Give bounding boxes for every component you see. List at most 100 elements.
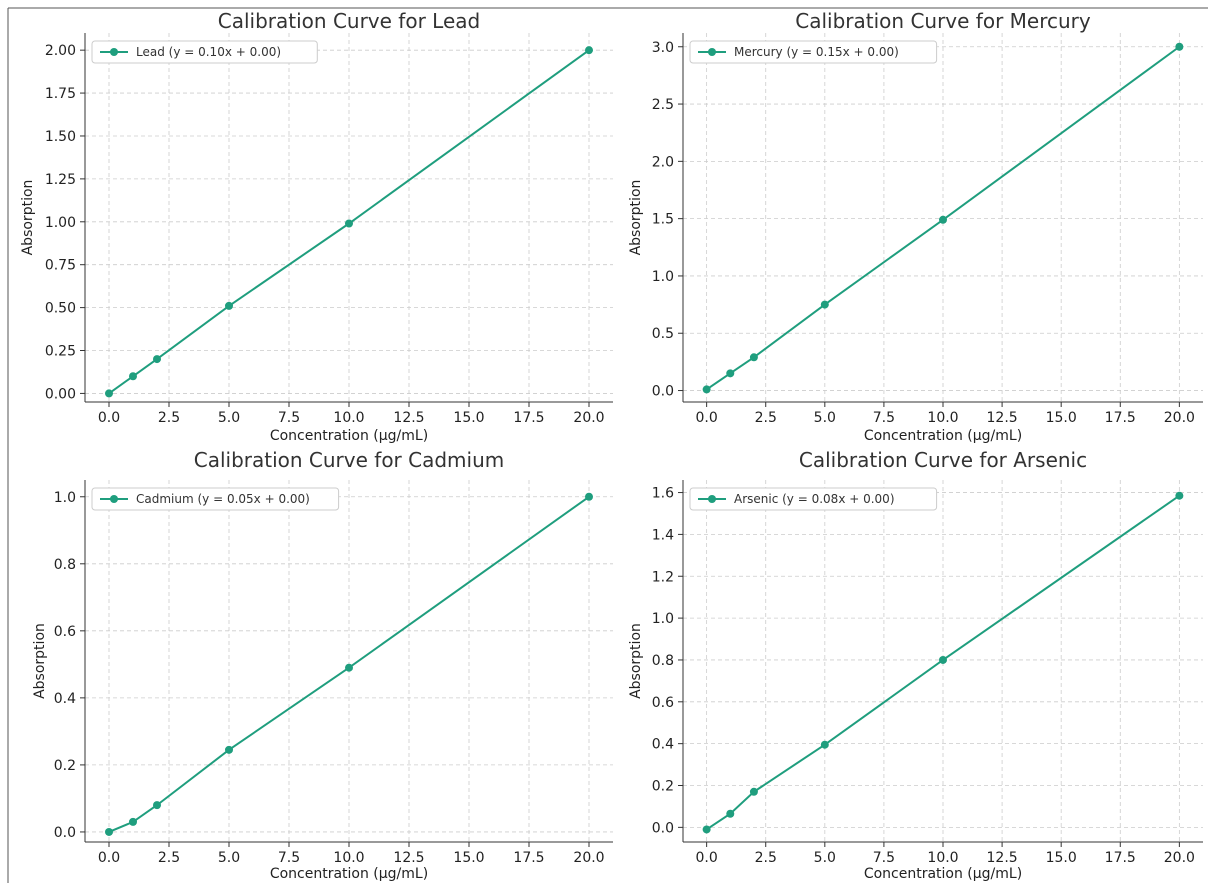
y-tick-label: 1.2 bbox=[652, 569, 674, 585]
series-line bbox=[108, 495, 590, 833]
x-tick-label: 15.0 bbox=[453, 850, 484, 866]
data-point bbox=[726, 809, 735, 818]
y-axis-label: Absorption bbox=[628, 623, 644, 699]
data-point bbox=[702, 825, 711, 834]
series-line bbox=[706, 494, 1180, 831]
y-tick-label: 0.2 bbox=[652, 779, 674, 795]
chart-title: Calibration Curve for Arsenic bbox=[799, 448, 1087, 472]
y-tick-label: 0.5 bbox=[652, 326, 674, 342]
x-tick-label: 2.5 bbox=[755, 410, 777, 426]
data-point bbox=[939, 215, 947, 224]
data-point bbox=[749, 353, 758, 362]
y-tick-label: 1.50 bbox=[45, 129, 76, 145]
legend-marker bbox=[110, 48, 118, 56]
x-tick-label: 0.0 bbox=[98, 850, 120, 866]
y-tick-label: 0.4 bbox=[652, 737, 674, 753]
y-tick-label: 0.2 bbox=[54, 758, 76, 774]
legend-box bbox=[91, 40, 318, 64]
y-tick-label: 1.6 bbox=[652, 486, 674, 502]
x-tick-label: 10.0 bbox=[927, 410, 958, 426]
data-point bbox=[1175, 491, 1184, 500]
chart-panel-3: 0.0 2.5 5.0 7.5 10.0 12.5 15.0 17.5 20.0 0.0 0.2 0.… bbox=[32, 448, 613, 882]
x-tick-label: 15.0 bbox=[1046, 850, 1077, 866]
legend: Arsenic (y = 0.08x + 0.00) bbox=[689, 487, 938, 511]
legend-marker bbox=[708, 495, 716, 503]
x-tick-label: 20.0 bbox=[1164, 850, 1195, 866]
y-tick-label: 1.0 bbox=[652, 611, 674, 627]
x-tick-label: 12.5 bbox=[987, 410, 1018, 426]
x-tick-label: 7.5 bbox=[873, 410, 895, 426]
data-point bbox=[749, 787, 758, 796]
chart-title: Calibration Curve for Lead bbox=[218, 9, 480, 33]
legend-box bbox=[91, 487, 340, 511]
y-tick-label: 0.00 bbox=[45, 386, 76, 402]
data-point bbox=[820, 300, 829, 309]
x-tick-label: 17.5 bbox=[513, 410, 544, 426]
legend: Mercury (y = 0.15x + 0.00) bbox=[689, 40, 938, 64]
data-point bbox=[225, 745, 233, 754]
series-line bbox=[706, 45, 1180, 391]
legend: Lead (y = 0.10x + 0.00) bbox=[91, 40, 318, 64]
x-tick-label: 5.0 bbox=[218, 410, 240, 426]
x-tick-label: 2.5 bbox=[755, 850, 777, 866]
x-tick-label: 7.5 bbox=[278, 410, 300, 426]
y-tick-label: 0.50 bbox=[45, 301, 76, 317]
x-tick-label: 17.5 bbox=[1105, 850, 1136, 866]
legend-marker bbox=[708, 48, 716, 56]
y-axis-label: Absorption bbox=[20, 180, 36, 256]
x-tick-label: 12.5 bbox=[393, 410, 424, 426]
legend-label: Mercury (y = 0.15x + 0.00) bbox=[734, 45, 899, 59]
x-tick-label: 0.0 bbox=[696, 410, 718, 426]
x-tick-label: 10.0 bbox=[927, 850, 958, 866]
y-tick-label: 0.0 bbox=[652, 384, 674, 400]
x-tick-label: 12.5 bbox=[987, 850, 1018, 866]
chart-title: Calibration Curve for Cadmium bbox=[194, 448, 505, 472]
x-tick-label: 17.5 bbox=[1105, 410, 1136, 426]
y-tick-label: 2.00 bbox=[45, 43, 76, 59]
y-axis-label: Absorption bbox=[628, 180, 644, 256]
data-point bbox=[585, 46, 593, 55]
x-axis-label: Concentration (µg/mL) bbox=[864, 428, 1022, 444]
y-tick-label: 1.0 bbox=[652, 269, 674, 285]
y-tick-label: 3.0 bbox=[652, 40, 674, 56]
y-tick-label: 0.25 bbox=[45, 344, 76, 360]
y-tick-label: 0.0 bbox=[54, 825, 76, 841]
legend-marker bbox=[110, 495, 118, 503]
series-line bbox=[108, 49, 590, 395]
x-tick-label: 2.5 bbox=[158, 410, 180, 426]
x-tick-label: 7.5 bbox=[873, 850, 895, 866]
data-point bbox=[702, 385, 711, 394]
y-tick-label: 1.00 bbox=[45, 215, 76, 231]
legend-box bbox=[689, 40, 938, 64]
y-tick-label: 2.0 bbox=[652, 154, 674, 170]
x-tick-label: 20.0 bbox=[573, 410, 604, 426]
y-tick-label: 2.5 bbox=[652, 97, 674, 113]
y-axis-label: Absorption bbox=[32, 623, 48, 699]
data-point bbox=[939, 655, 947, 664]
legend-label: Arsenic (y = 0.08x + 0.00) bbox=[734, 492, 895, 506]
y-tick-label: 1.4 bbox=[652, 527, 674, 543]
data-point bbox=[726, 369, 735, 378]
data-point bbox=[129, 372, 137, 381]
x-tick-label: 0.0 bbox=[696, 850, 718, 866]
x-tick-label: 12.5 bbox=[393, 850, 424, 866]
chart-panel-2: 0.0 2.5 5.0 7.5 10.0 12.5 15.0 17.5 20.0 0.0 0.5 1.… bbox=[628, 9, 1203, 444]
x-tick-label: 15.0 bbox=[453, 410, 484, 426]
data-point bbox=[105, 827, 113, 836]
x-tick-label: 5.0 bbox=[218, 850, 240, 866]
y-tick-label: 0.8 bbox=[54, 557, 76, 573]
legend: Cadmium (y = 0.05x + 0.00) bbox=[91, 487, 340, 511]
y-tick-label: 1.75 bbox=[45, 86, 76, 102]
x-tick-label: 0.0 bbox=[98, 410, 120, 426]
x-tick-label: 10.0 bbox=[333, 410, 364, 426]
data-point bbox=[225, 301, 233, 310]
y-tick-label: 0.4 bbox=[54, 691, 76, 707]
x-tick-label: 5.0 bbox=[814, 410, 836, 426]
chart-panel-4: 0.0 2.5 5.0 7.5 10.0 12.5 15.0 17.5 20.0 0.0 0.2 0.… bbox=[628, 448, 1203, 882]
y-tick-label: 0.0 bbox=[652, 820, 674, 836]
x-tick-label: 15.0 bbox=[1046, 410, 1077, 426]
x-tick-label: 10.0 bbox=[333, 850, 364, 866]
x-tick-label: 5.0 bbox=[814, 850, 836, 866]
x-tick-label: 20.0 bbox=[573, 850, 604, 866]
